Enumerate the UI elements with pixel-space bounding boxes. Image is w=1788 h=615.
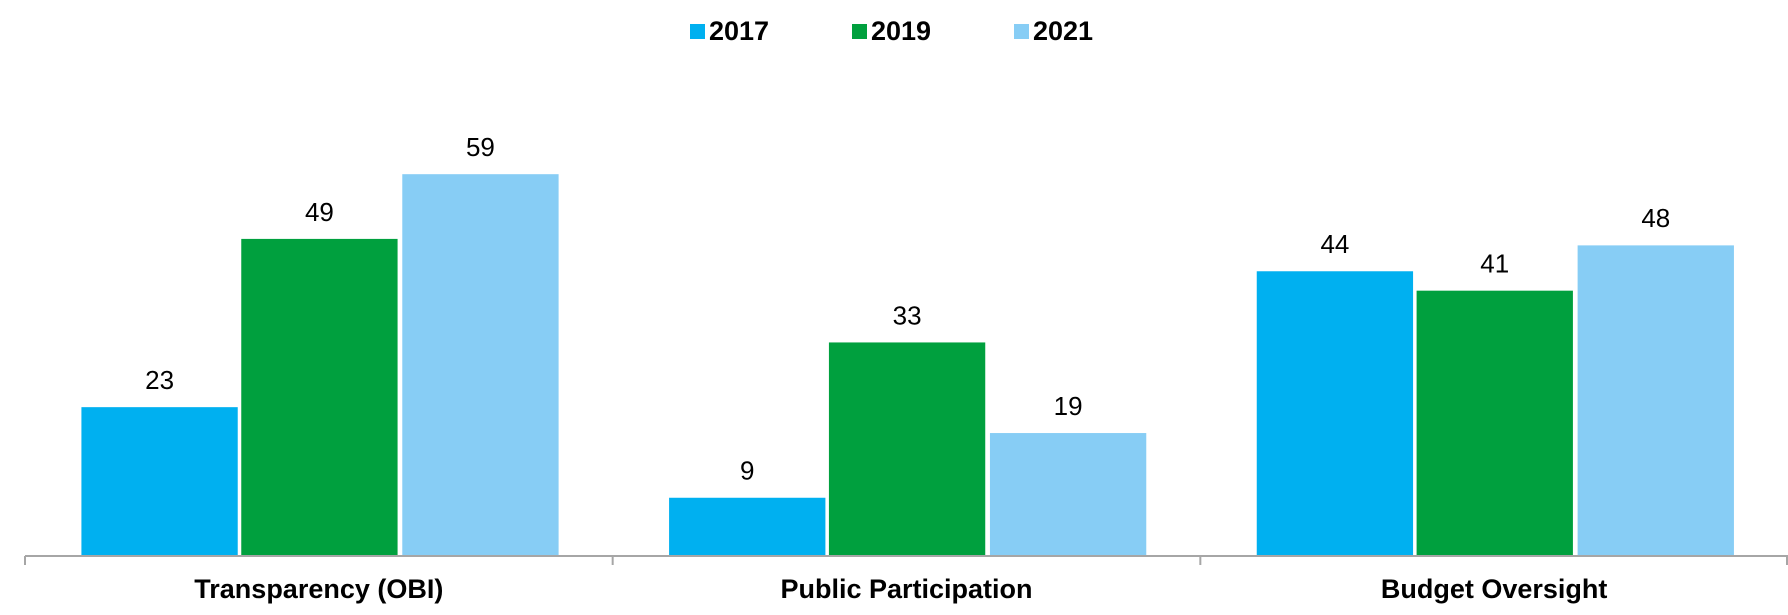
bar: [669, 497, 826, 556]
bar: [1256, 271, 1414, 556]
bar: [828, 342, 986, 556]
x-tick-label: Budget Oversight: [1381, 574, 1608, 604]
data-label: 33: [893, 300, 922, 330]
legend-swatch: [1014, 24, 1029, 39]
bar: [989, 433, 1147, 556]
x-tick-label: Public Participation: [780, 574, 1032, 604]
data-label: 9: [740, 456, 754, 486]
legend-label: 2019: [871, 16, 931, 46]
data-label: 48: [1641, 203, 1670, 233]
legend-label: 2021: [1033, 16, 1093, 46]
bar: [241, 238, 398, 556]
data-label: 23: [145, 365, 174, 395]
data-label: 49: [305, 197, 334, 227]
legend-swatch: [852, 24, 867, 39]
bar: [1416, 290, 1573, 556]
legend-swatch: [690, 24, 705, 39]
data-label: 41: [1480, 249, 1509, 279]
bar: [402, 174, 559, 556]
bar: [81, 407, 238, 556]
bar: [1577, 245, 1734, 556]
data-label: 44: [1320, 229, 1349, 259]
data-label: 19: [1054, 391, 1083, 421]
legend-label: 2017: [709, 16, 769, 46]
data-label: 59: [466, 132, 495, 162]
x-tick-label: Transparency (OBI): [194, 574, 443, 604]
